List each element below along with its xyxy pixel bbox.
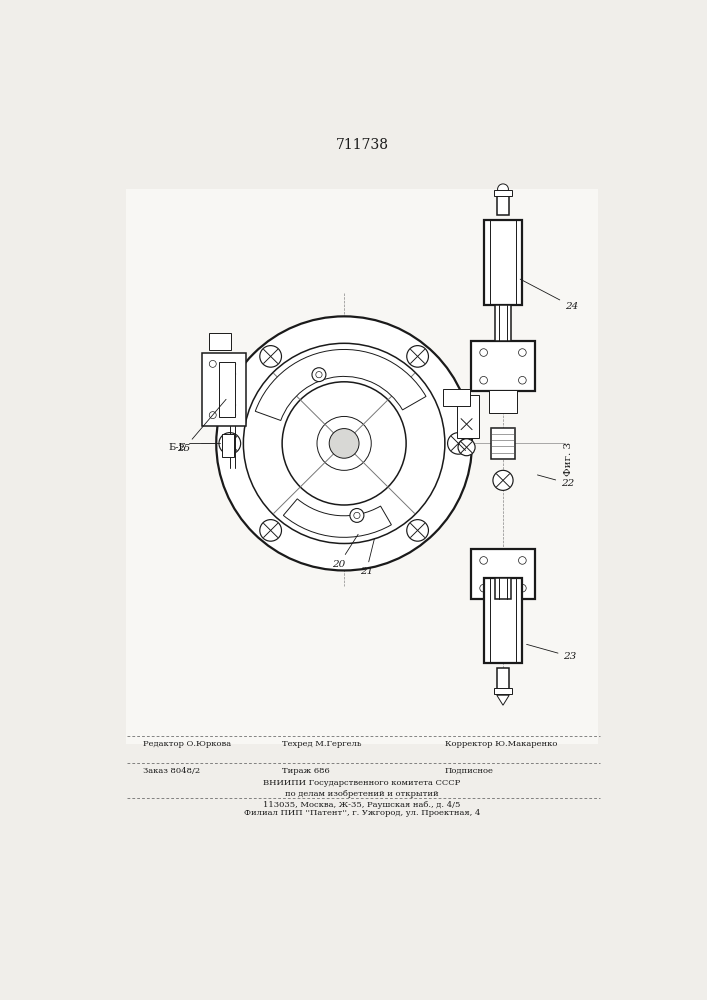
- Circle shape: [514, 344, 531, 361]
- Bar: [443, 389, 470, 406]
- Circle shape: [259, 520, 281, 541]
- Bar: [126, 189, 598, 744]
- Bar: [489, 389, 517, 413]
- Text: Техред М.Гергель: Техред М.Гергель: [282, 740, 361, 748]
- Text: Редактор О.Юркова: Редактор О.Юркова: [143, 740, 230, 748]
- Text: 24: 24: [520, 279, 578, 311]
- Circle shape: [219, 433, 240, 454]
- Circle shape: [259, 346, 281, 367]
- Bar: [497, 668, 509, 691]
- Circle shape: [458, 416, 475, 433]
- Circle shape: [223, 402, 238, 418]
- Text: ВНИИПИ Государственного комитета СССР: ВНИИПИ Государственного комитета СССР: [263, 779, 460, 787]
- Text: 22: 22: [537, 475, 574, 488]
- Text: Корректор Ю.Макаренко: Корректор Ю.Макаренко: [445, 740, 557, 748]
- Bar: [491, 428, 515, 459]
- Circle shape: [350, 509, 364, 522]
- Bar: [484, 220, 522, 305]
- Circle shape: [223, 361, 238, 377]
- Circle shape: [312, 368, 326, 382]
- Circle shape: [458, 439, 475, 456]
- Circle shape: [493, 470, 513, 490]
- Circle shape: [407, 346, 428, 367]
- Text: Заказ 8048/2: Заказ 8048/2: [143, 767, 200, 775]
- Text: 23: 23: [527, 644, 577, 661]
- Text: Подписное: Подписное: [445, 767, 493, 775]
- Bar: [495, 305, 510, 341]
- Text: 113035, Москва, Ж-35, Раушская наб., д. 4/5: 113035, Москва, Ж-35, Раушская наб., д. …: [263, 801, 461, 809]
- Bar: [495, 578, 510, 599]
- Text: Фиг. 3: Фиг. 3: [564, 442, 573, 476]
- Text: 25: 25: [177, 399, 226, 453]
- Circle shape: [317, 416, 371, 470]
- Bar: [222, 434, 234, 457]
- Text: Тираж 686: Тираж 686: [282, 767, 330, 775]
- Circle shape: [475, 372, 492, 389]
- Polygon shape: [497, 695, 509, 705]
- Text: 711738: 711738: [335, 138, 388, 152]
- Wedge shape: [255, 349, 426, 420]
- Bar: [472, 341, 534, 391]
- Text: по делам изобретений и открытий: по делам изобретений и открытий: [285, 790, 439, 798]
- Bar: [494, 688, 512, 694]
- Circle shape: [282, 382, 406, 505]
- Circle shape: [216, 316, 472, 570]
- Circle shape: [475, 344, 492, 361]
- Circle shape: [514, 580, 531, 597]
- Wedge shape: [284, 499, 392, 537]
- Bar: [209, 333, 231, 350]
- Circle shape: [448, 433, 469, 454]
- Circle shape: [475, 580, 492, 597]
- Bar: [494, 190, 512, 196]
- Circle shape: [475, 552, 492, 569]
- Bar: [201, 353, 247, 426]
- Bar: [484, 578, 522, 663]
- Bar: [219, 362, 235, 417]
- Bar: [497, 192, 509, 215]
- Bar: [457, 395, 479, 438]
- Circle shape: [205, 407, 221, 423]
- Bar: [472, 549, 534, 599]
- Circle shape: [514, 372, 531, 389]
- Text: Б-Б: Б-Б: [169, 443, 187, 452]
- Circle shape: [407, 520, 428, 541]
- Circle shape: [498, 184, 508, 195]
- Text: 20: 20: [332, 534, 358, 569]
- Circle shape: [514, 552, 531, 569]
- Text: 21: 21: [360, 538, 375, 576]
- Text: Филиал ПИП ''Патент'', г. Ужгород, ул. Проектная, 4: Филиал ПИП ''Патент'', г. Ужгород, ул. П…: [244, 809, 480, 817]
- Circle shape: [329, 429, 359, 458]
- Circle shape: [205, 356, 221, 372]
